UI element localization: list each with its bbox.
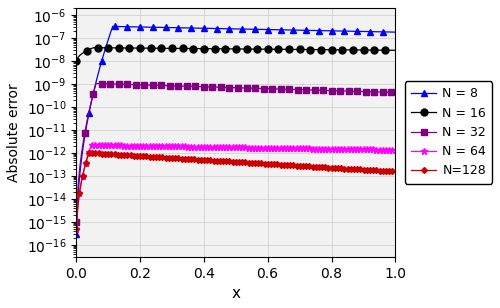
- N = 8: [196, 26, 202, 30]
- N=128: [110, 152, 116, 156]
- N = 8: [392, 30, 398, 34]
- N = 8: [210, 26, 216, 30]
- N=128: [73, 227, 79, 231]
- N = 16: [392, 48, 398, 52]
- Line: N = 32: N = 32: [74, 81, 398, 225]
- N = 8: [110, 25, 116, 28]
- N=128: [210, 159, 216, 162]
- N = 8: [73, 232, 79, 236]
- N = 32: [73, 220, 79, 224]
- N=128: [196, 158, 202, 161]
- N = 16: [196, 47, 202, 51]
- N=128: [386, 169, 392, 173]
- N=128: [128, 154, 134, 157]
- Line: N = 64: N = 64: [72, 142, 399, 232]
- N = 32: [210, 85, 216, 89]
- N = 16: [110, 46, 116, 50]
- N = 16: [210, 47, 216, 51]
- N = 32: [386, 91, 392, 94]
- N = 16: [352, 48, 358, 52]
- N = 64: [73, 227, 79, 231]
- N = 16: [386, 48, 392, 52]
- N = 32: [392, 91, 398, 94]
- N = 8: [128, 25, 134, 29]
- Line: N = 16: N = 16: [72, 44, 399, 64]
- N = 32: [110, 82, 116, 86]
- N = 64: [128, 144, 134, 148]
- N = 32: [196, 85, 202, 88]
- N = 64: [196, 145, 202, 148]
- N = 32: [93, 82, 99, 85]
- Y-axis label: Absolute error: Absolute error: [7, 83, 21, 182]
- N = 64: [210, 145, 216, 149]
- N=128: [86, 151, 92, 155]
- N = 32: [352, 89, 358, 93]
- N = 8: [110, 25, 116, 28]
- N = 64: [88, 143, 94, 147]
- N = 64: [110, 144, 116, 147]
- N = 8: [352, 30, 358, 33]
- Line: N=128: N=128: [74, 151, 398, 231]
- N = 8: [386, 30, 392, 34]
- N = 16: [73, 59, 79, 63]
- Line: N = 8: N = 8: [72, 23, 399, 237]
- N = 64: [386, 148, 392, 152]
- Legend: N = 8, N = 16, N = 32, N = 64, N=128: N = 8, N = 16, N = 32, N = 64, N=128: [405, 81, 492, 184]
- N = 32: [128, 83, 134, 87]
- N = 16: [90, 46, 96, 50]
- X-axis label: x: x: [231, 286, 240, 301]
- N = 64: [352, 147, 358, 151]
- N = 64: [392, 148, 398, 152]
- N=128: [352, 167, 358, 171]
- N=128: [392, 170, 398, 173]
- N = 16: [128, 46, 134, 50]
